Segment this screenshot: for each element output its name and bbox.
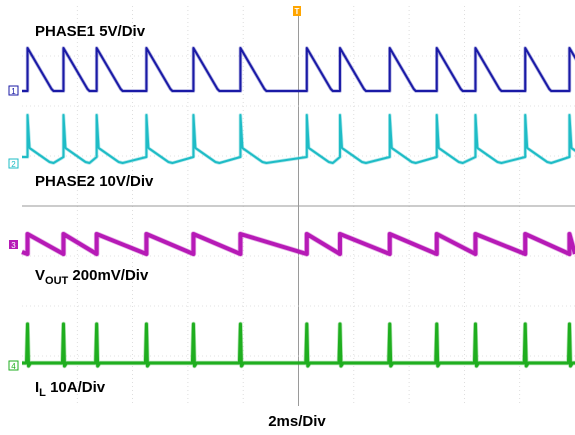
ch4-label-scale: 10A/Div [46, 379, 106, 396]
ch4-label-main: I [35, 379, 39, 396]
ch4-label-sub: L [39, 387, 46, 399]
ch3-label: VOUT 200mV/Div [35, 267, 149, 287]
ch4-label: IL 10A/Div [35, 379, 106, 399]
svg-text:T: T [295, 7, 300, 16]
channel-markers: 1 2 3 4 [8, 85, 19, 371]
waveform-traces [21, 46, 575, 369]
ch3-label-scale: 200mV/Div [68, 267, 149, 284]
ch3-marker: 3 [9, 240, 18, 250]
svg-text:2: 2 [11, 160, 16, 169]
trace-ch4 [22, 322, 575, 368]
ch4-marker: 4 [8, 360, 19, 371]
timebase-label: 2ms/Div [268, 413, 326, 430]
trace-ch1 [22, 47, 575, 92]
ch3-label-main: V [35, 267, 45, 284]
svg-text:1: 1 [11, 87, 16, 96]
trigger-marker: T [293, 6, 301, 16]
ch1-marker: 1 [8, 85, 19, 96]
ch2-label: PHASE2 10V/Div [35, 173, 154, 190]
ch2-marker: 2 [8, 158, 19, 169]
ch3-label-sub: OUT [45, 275, 69, 287]
trace-ch3 [21, 232, 575, 256]
ch1-label: PHASE1 5V/Div [35, 23, 146, 40]
svg-text:4: 4 [11, 362, 16, 371]
trace-ch2 [22, 114, 575, 164]
svg-text:3: 3 [11, 241, 16, 250]
graticule [22, 6, 575, 406]
